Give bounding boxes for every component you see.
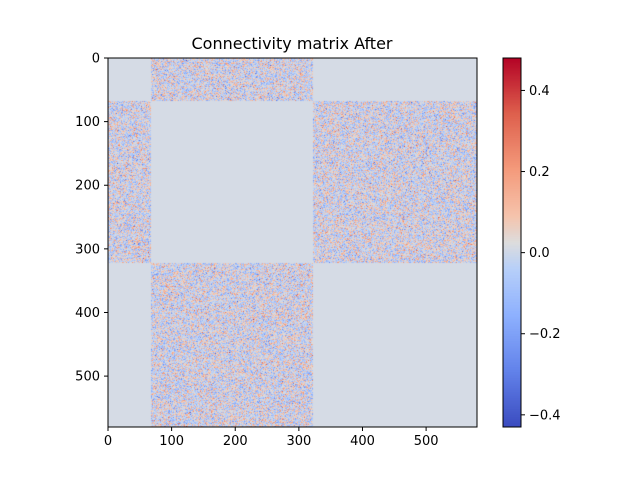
y-tick-label: 0 bbox=[92, 52, 100, 67]
heatmap bbox=[107, 57, 478, 428]
heatmap-canvas bbox=[108, 58, 477, 427]
colorbar-axis: −0.4 −0.2 0.0 0.2 0.4 bbox=[521, 84, 561, 423]
y-tick-label: 100 bbox=[75, 115, 100, 130]
x-tick-label: 300 bbox=[286, 434, 311, 449]
plot-frame bbox=[107, 57, 478, 428]
y-axis: 0 100 200 300 400 500 bbox=[75, 52, 108, 385]
colorbar-gradient bbox=[503, 58, 521, 427]
chart-title: Connectivity matrix After bbox=[191, 34, 392, 53]
colorbar-tick-label: 0.2 bbox=[529, 165, 550, 180]
colorbar: −0.4 −0.2 0.0 0.2 0.4 bbox=[502, 57, 561, 428]
colorbar-tick-label: −0.2 bbox=[529, 327, 561, 342]
y-tick-label: 400 bbox=[75, 306, 100, 321]
x-tick-label: 200 bbox=[223, 434, 248, 449]
x-tick-label: 500 bbox=[414, 434, 439, 449]
x-tick-label: 400 bbox=[350, 434, 375, 449]
colorbar-tick-label: 0.0 bbox=[529, 246, 550, 261]
y-tick-label: 500 bbox=[75, 370, 100, 385]
x-tick-label: 0 bbox=[104, 434, 112, 449]
x-axis: 0 100 200 300 400 500 bbox=[104, 427, 439, 449]
x-tick-label: 100 bbox=[159, 434, 184, 449]
colorbar-tick-label: −0.4 bbox=[529, 408, 561, 423]
colorbar-frame bbox=[502, 57, 522, 428]
y-tick-label: 300 bbox=[75, 242, 100, 257]
y-tick-label: 200 bbox=[75, 179, 100, 194]
colorbar-tick-label: 0.4 bbox=[529, 84, 550, 99]
